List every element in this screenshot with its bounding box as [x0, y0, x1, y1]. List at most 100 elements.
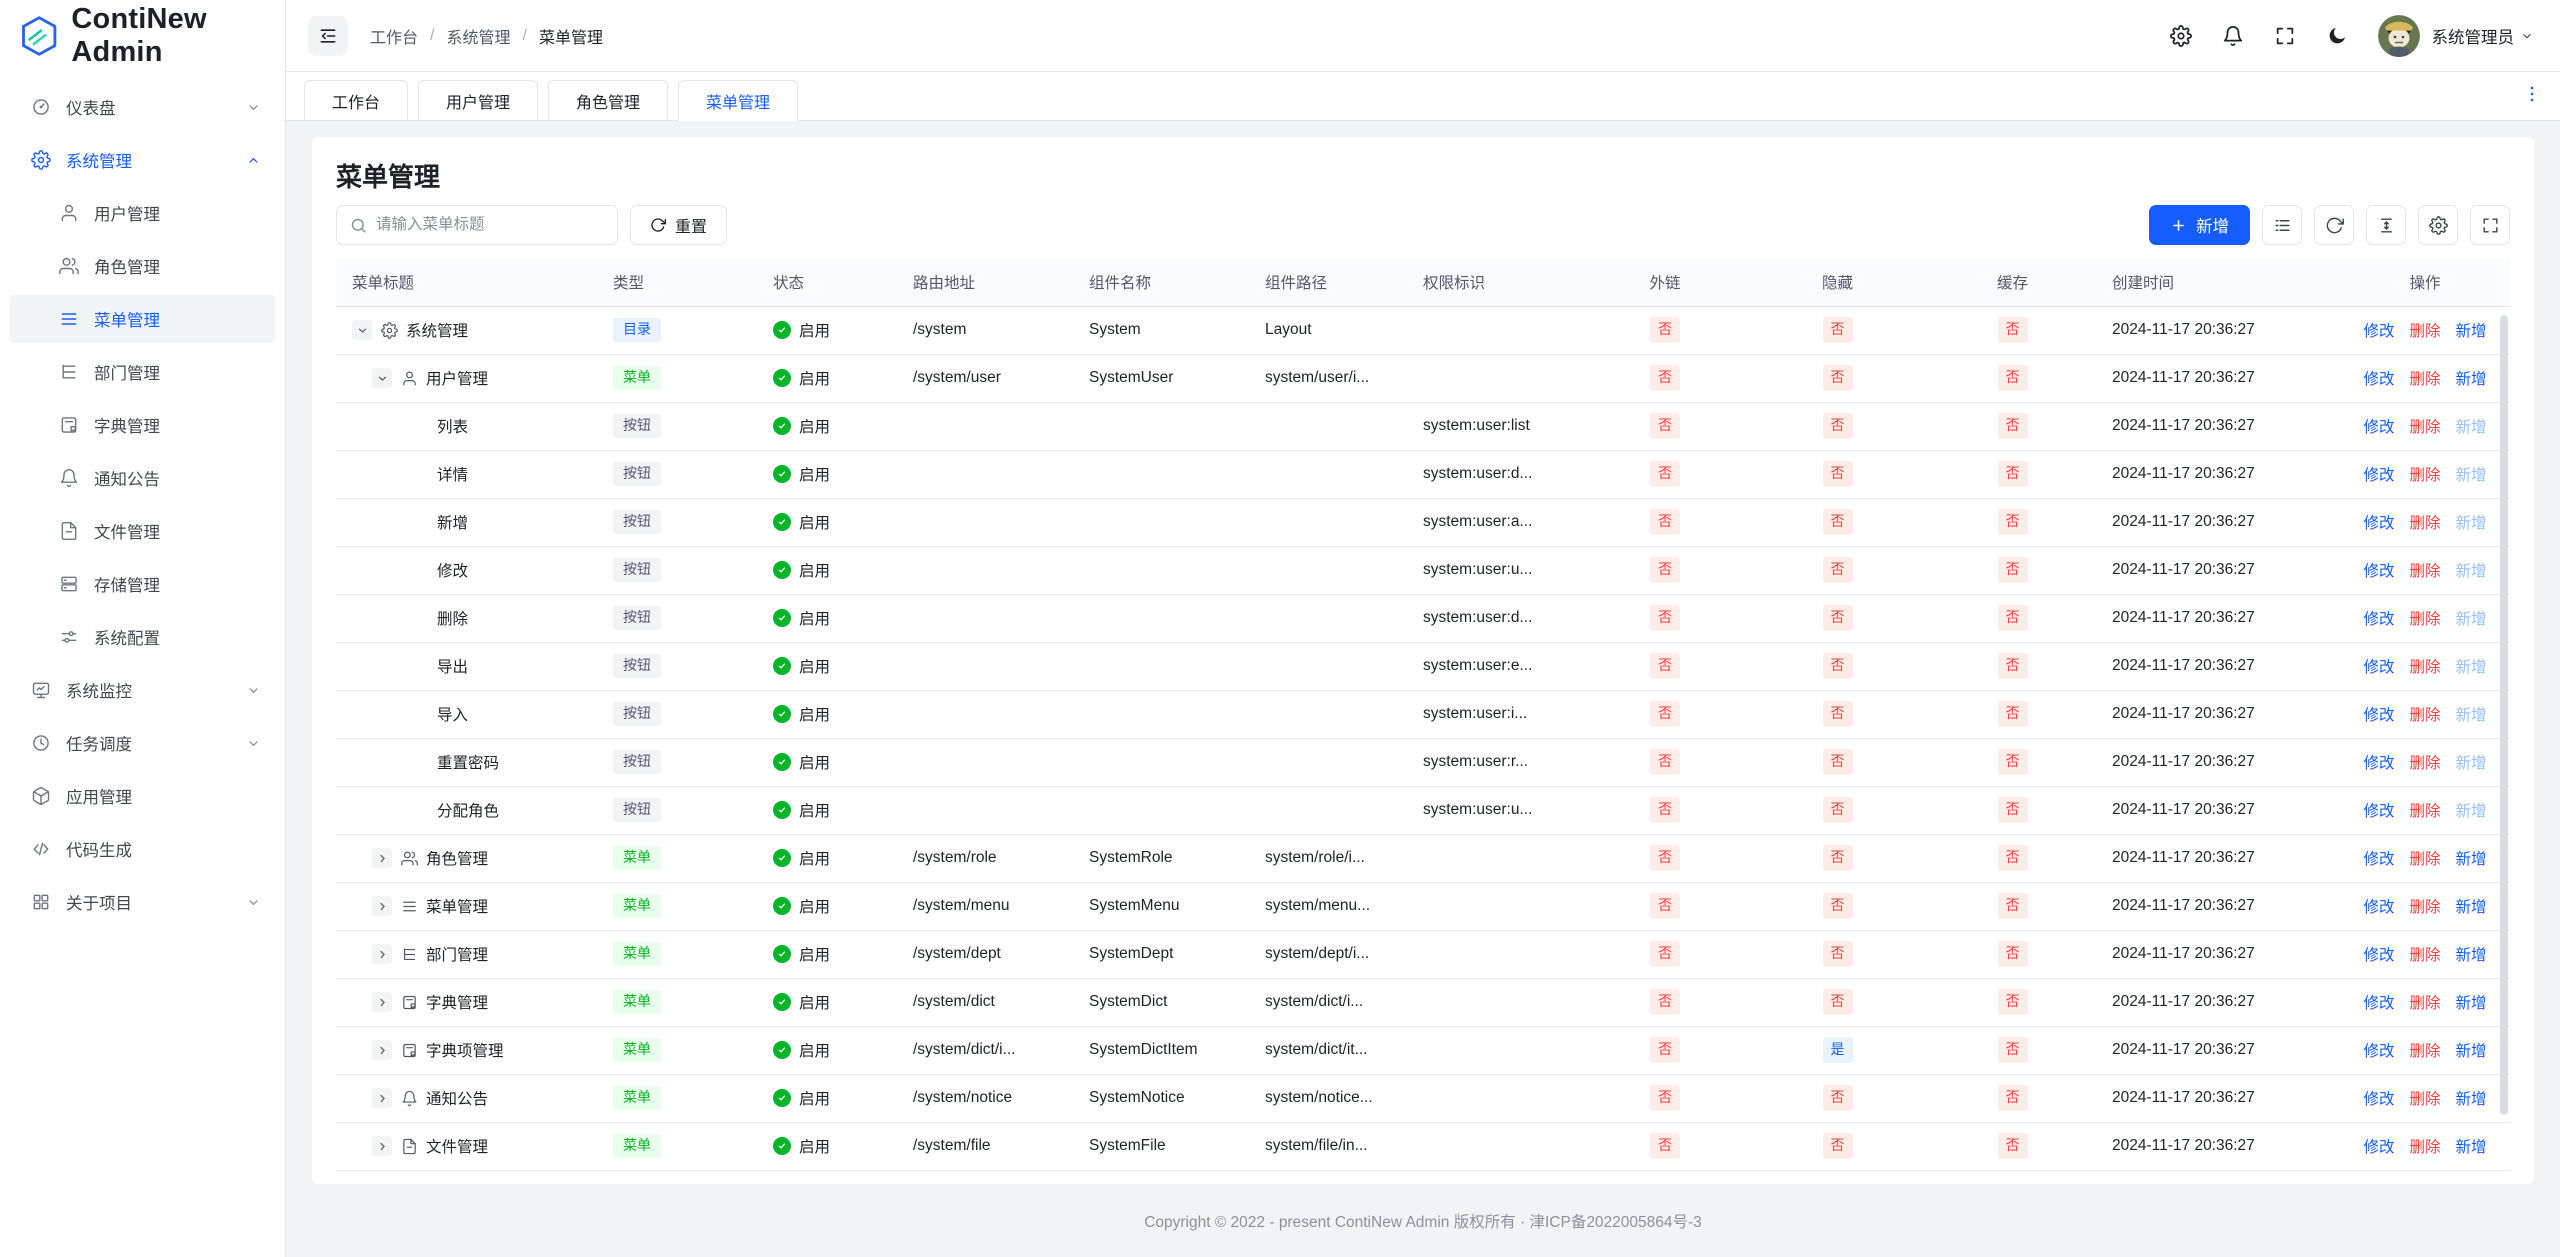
- sidebar-item[interactable]: 应用管理: [10, 772, 275, 820]
- header-fullscreen-icon[interactable]: [2274, 25, 2296, 47]
- row-expand-chevron-right-icon[interactable]: [372, 896, 392, 916]
- avatar[interactable]: [2377, 14, 2420, 57]
- add-action[interactable]: 新增: [2455, 995, 2487, 1012]
- add-action[interactable]: 新增: [2455, 851, 2487, 868]
- delete-action[interactable]: 删除: [2409, 803, 2441, 820]
- edit-action[interactable]: 修改: [2363, 563, 2395, 580]
- sidebar-item[interactable]: 文件管理: [10, 507, 275, 555]
- edit-action[interactable]: 修改: [2363, 515, 2395, 532]
- row-expand-chevron-down-icon[interactable]: [352, 320, 372, 340]
- user-menu-chevron-down-icon[interactable]: [2520, 29, 2534, 43]
- delete-action[interactable]: 删除: [2409, 563, 2441, 580]
- edit-action[interactable]: 修改: [2363, 899, 2395, 916]
- breadcrumb-item[interactable]: 系统管理: [446, 29, 511, 47]
- edit-action[interactable]: 修改: [2363, 755, 2395, 772]
- sidebar-item[interactable]: 任务调度: [10, 719, 275, 767]
- breadcrumb-item[interactable]: 菜单管理: [538, 29, 603, 47]
- delete-action[interactable]: 删除: [2409, 755, 2441, 772]
- search-input[interactable]: [376, 216, 604, 234]
- edit-action[interactable]: 修改: [2363, 947, 2395, 964]
- menu-title: 导入: [437, 707, 469, 724]
- table-tool-list-icon[interactable]: [2262, 205, 2302, 245]
- add-action[interactable]: 新增: [2455, 1091, 2487, 1108]
- delete-action[interactable]: 删除: [2409, 371, 2441, 388]
- edit-action[interactable]: 修改: [2363, 611, 2395, 628]
- delete-action[interactable]: 删除: [2409, 323, 2441, 340]
- sidebar-item[interactable]: 存储管理: [10, 560, 275, 608]
- row-expand-chevron-right-icon[interactable]: [372, 992, 392, 1012]
- row-expand-chevron-right-icon[interactable]: [372, 1088, 392, 1108]
- add-action[interactable]: 新增: [2455, 323, 2487, 340]
- table-tool-line-height-icon[interactable]: [2366, 205, 2406, 245]
- table-tool-gear-icon[interactable]: [2418, 205, 2458, 245]
- delete-action[interactable]: 删除: [2409, 947, 2441, 964]
- sidebar-item[interactable]: 角色管理: [10, 242, 275, 290]
- edit-action[interactable]: 修改: [2363, 371, 2395, 388]
- tab-item[interactable]: 角色管理: [548, 80, 669, 121]
- sidebar-item[interactable]: 部门管理: [10, 348, 275, 396]
- edit-action[interactable]: 修改: [2363, 851, 2395, 868]
- component-path-cell: [1253, 546, 1411, 595]
- add-button[interactable]: 新增: [2149, 205, 2250, 245]
- sidebar-collapse-button[interactable]: [308, 15, 348, 56]
- edit-action[interactable]: 修改: [2363, 419, 2395, 436]
- tab-item[interactable]: 用户管理: [418, 80, 539, 121]
- sidebar-item[interactable]: 关于项目: [10, 878, 275, 926]
- edit-action[interactable]: 修改: [2363, 995, 2395, 1012]
- table-tool-fullscreen-icon[interactable]: [2470, 205, 2510, 245]
- table-tool-refresh-icon[interactable]: [2314, 205, 2354, 245]
- delete-action[interactable]: 删除: [2409, 515, 2441, 532]
- delete-action[interactable]: 删除: [2409, 659, 2441, 676]
- sidebar-item[interactable]: 系统管理: [10, 136, 275, 184]
- delete-action[interactable]: 删除: [2409, 467, 2441, 484]
- add-action[interactable]: 新增: [2455, 947, 2487, 964]
- delete-action[interactable]: 删除: [2409, 851, 2441, 868]
- tab-item[interactable]: 菜单管理: [678, 80, 799, 121]
- sidebar-item[interactable]: 仪表盘: [10, 83, 275, 131]
- header-gear-icon[interactable]: [2169, 24, 2192, 47]
- edit-action[interactable]: 修改: [2363, 323, 2395, 340]
- edit-action[interactable]: 修改: [2363, 707, 2395, 724]
- edit-action[interactable]: 修改: [2363, 1139, 2395, 1156]
- reset-button[interactable]: 重置: [630, 205, 728, 245]
- breadcrumb-item[interactable]: 工作台: [370, 29, 419, 47]
- edit-action[interactable]: 修改: [2363, 467, 2395, 484]
- row-expand-chevron-right-icon[interactable]: [372, 944, 392, 964]
- header-bell-icon[interactable]: [2222, 25, 2244, 47]
- column-header: 操作: [2340, 259, 2510, 307]
- add-action[interactable]: 新增: [2455, 1043, 2487, 1060]
- sidebar-item[interactable]: 用户管理: [10, 189, 275, 237]
- component-path-cell: system/dict/i...: [1253, 978, 1411, 1027]
- sidebar-item[interactable]: 系统配置: [10, 613, 275, 661]
- delete-action[interactable]: 删除: [2409, 899, 2441, 916]
- user-name[interactable]: 系统管理员: [2431, 28, 2515, 47]
- row-expand-chevron-right-icon[interactable]: [372, 848, 392, 868]
- row-expand-chevron-down-icon[interactable]: [372, 368, 392, 388]
- delete-action[interactable]: 删除: [2409, 1139, 2441, 1156]
- edit-action[interactable]: 修改: [2363, 659, 2395, 676]
- delete-action[interactable]: 删除: [2409, 1091, 2441, 1108]
- edit-action[interactable]: 修改: [2363, 1091, 2395, 1108]
- edit-action[interactable]: 修改: [2363, 1043, 2395, 1060]
- add-action[interactable]: 新增: [2455, 371, 2487, 388]
- created-time-cell: 2024-11-17 20:36:27: [2100, 546, 2340, 595]
- edit-action[interactable]: 修改: [2363, 803, 2395, 820]
- add-action[interactable]: 新增: [2455, 899, 2487, 916]
- delete-action[interactable]: 删除: [2409, 419, 2441, 436]
- sidebar-item[interactable]: 代码生成: [10, 825, 275, 873]
- sidebar-item[interactable]: 字典管理: [10, 401, 275, 449]
- delete-action[interactable]: 删除: [2409, 611, 2441, 628]
- header-moon-icon[interactable]: [2326, 25, 2348, 47]
- sidebar-item[interactable]: 通知公告: [10, 454, 275, 502]
- delete-action[interactable]: 删除: [2409, 995, 2441, 1012]
- delete-action[interactable]: 删除: [2409, 1043, 2441, 1060]
- sidebar-item[interactable]: 系统监控: [10, 666, 275, 714]
- row-expand-chevron-right-icon[interactable]: [372, 1136, 392, 1156]
- sidebar-item[interactable]: 菜单管理: [10, 295, 275, 343]
- tab-more-vertical-icon[interactable]: [2522, 84, 2542, 104]
- row-expand-chevron-right-icon[interactable]: [372, 1040, 392, 1060]
- tab-item[interactable]: 工作台: [304, 80, 409, 121]
- delete-action[interactable]: 删除: [2409, 707, 2441, 724]
- vertical-scrollbar[interactable]: [2500, 315, 2508, 1115]
- add-action[interactable]: 新增: [2455, 1139, 2487, 1156]
